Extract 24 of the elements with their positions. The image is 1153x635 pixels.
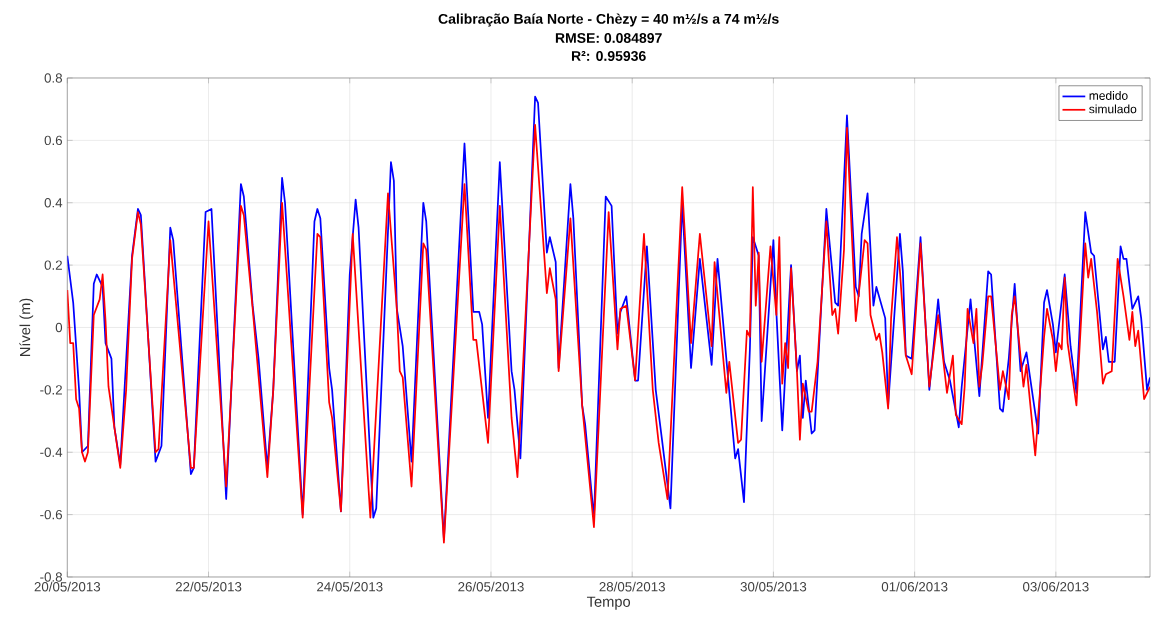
y-tick-label: 0.6 [44,135,63,146]
x-tick-label: 26/05/2013 [458,581,524,592]
y-tick-label: 0.4 [44,198,63,208]
y-tick-label: -0.2 [40,385,62,395]
legend-label: medido [1089,91,1128,100]
chart-subtitle: RMSE: 0.084897 [555,33,662,43]
x-tick-label: 22/05/2013 [175,581,242,592]
y-tick-label: -0.8 [40,572,63,582]
y-tick-label: 0.2 [44,260,62,270]
text: R²: 0.95936 [571,51,646,61]
y-tick-label: 0.8 [44,73,63,83]
x-axis-title: Tempo [586,596,631,610]
x-tick-label: 20/05/2013 [34,581,101,592]
chart-title: Calibração Baía Norte - Chèzy = 40 m½/s a 74 m½/s [438,13,779,27]
x-tick-label: 30/05/2013 [740,581,807,592]
x-tick-label: 24/05/2013 [317,581,383,592]
y-tick-label: 0 [55,322,63,333]
y-tick-label: -0.6 [40,509,63,520]
y-axis-title: Nível (m) [19,298,34,357]
x-tick-label: 28/05/2013 [599,581,665,592]
legend-label: simulado [1089,104,1137,114]
x-tick-label: 03/06/2013 [1023,581,1089,592]
y-tick-label: -0.4 [40,447,63,457]
x-tick-label: 01/06/2013 [881,581,948,592]
